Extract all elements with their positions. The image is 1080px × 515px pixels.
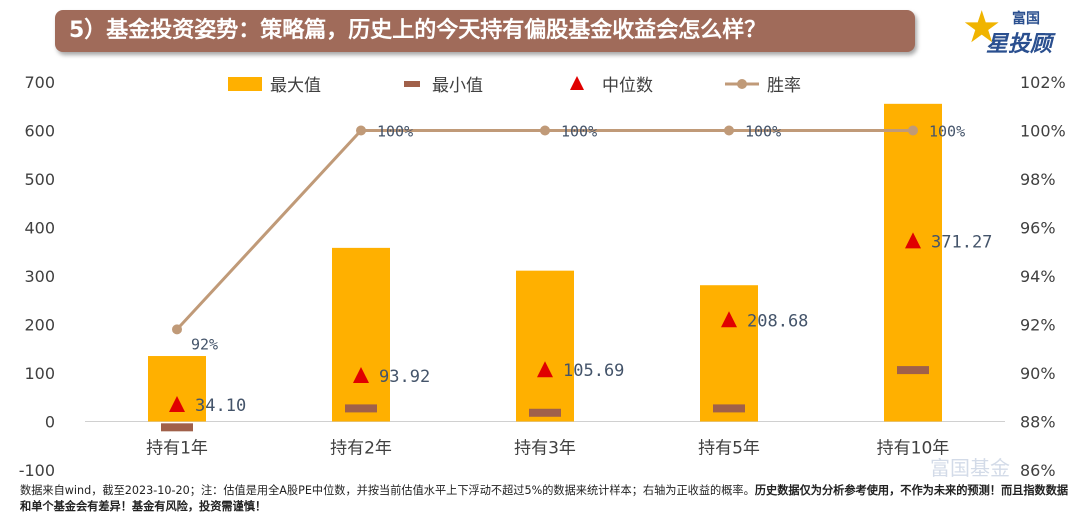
watermark: 富国基金 — [930, 456, 1010, 480]
win-rate-label: 100% — [561, 123, 597, 141]
median-marker — [905, 232, 921, 249]
category-label: 持有2年 — [330, 439, 392, 459]
win-rate-point — [540, 125, 550, 136]
win-rate-point — [172, 324, 182, 335]
left-tick-label: 300 — [24, 267, 55, 286]
right-tick-label: 90% — [1020, 364, 1056, 383]
left-tick-label: 200 — [24, 316, 55, 335]
star-icon: ★ — [962, 2, 1002, 53]
left-tick-label: -100 — [19, 461, 55, 480]
right-tick-label: 88% — [1020, 413, 1056, 432]
footnote: 数据来自wind，截至2023-10-20；注：估值是用全A股PE中位数，并按当… — [20, 483, 1070, 515]
win-rate-point — [724, 125, 734, 136]
legend-label: 最小值 — [432, 76, 483, 96]
win-rate-point — [356, 125, 366, 136]
right-tick-label: 86% — [1020, 461, 1056, 480]
min-marker — [345, 404, 377, 413]
left-tick-label: 700 — [24, 73, 55, 92]
median-markers: 34.10 93.92 105.69 208.68 371.27 — [169, 232, 992, 416]
footnote-normal: 数据来自wind，截至2023-10-20；注：估值是用全A股PE中位数，并按当… — [20, 484, 755, 497]
median-label: 34.10 — [195, 396, 246, 416]
legend-label: 中位数 — [602, 76, 653, 96]
legend-swatch-min — [404, 81, 420, 87]
left-tick-label: 0 — [45, 413, 55, 432]
legend-swatch-median — [570, 76, 584, 90]
left-tick-label: 400 — [24, 219, 55, 238]
legend-label: 胜率 — [767, 76, 801, 96]
win-rate-label: 92% — [191, 335, 218, 353]
category-label: 持有3年 — [514, 439, 576, 459]
right-tick-label: 94% — [1020, 267, 1056, 286]
median-label: 208.68 — [747, 311, 808, 331]
min-markers — [161, 366, 929, 432]
max-bar — [332, 247, 390, 422]
legend-swatch-max — [228, 77, 262, 91]
logo-line2: 星投顾 — [986, 32, 1053, 57]
brand-logo: ★ 富国 星投顾 — [962, 2, 1072, 58]
median-label: 93.92 — [379, 367, 430, 387]
right-tick-label: 96% — [1020, 219, 1056, 238]
left-tick-label: 600 — [24, 122, 55, 141]
left-axis: -100 0 100 200 300 400 500 600 700 — [19, 73, 1005, 480]
min-marker — [161, 423, 193, 432]
median-marker — [169, 395, 185, 412]
min-marker — [897, 366, 929, 375]
max-bars — [148, 103, 942, 422]
median-marker — [537, 361, 553, 378]
page-title: 5）基金投资姿势：策略篇，历史上的今天持有偏股基金收益会怎么样？ — [55, 10, 915, 52]
min-marker — [529, 408, 561, 417]
median-label: 105.69 — [563, 361, 624, 381]
left-tick-label: 500 — [24, 170, 55, 189]
logo-line1: 富国 — [1012, 11, 1040, 27]
min-marker — [713, 404, 745, 413]
median-marker — [353, 366, 369, 383]
right-tick-label: 98% — [1020, 170, 1056, 189]
left-tick-label: 100 — [24, 364, 55, 383]
win-rate-label: 100% — [745, 123, 781, 141]
max-bar — [516, 270, 574, 422]
win-rate-label: 100% — [929, 123, 965, 141]
category-label: 持有10年 — [877, 439, 950, 459]
win-rate-line: 92% 100% 100% 100% 100% — [172, 123, 965, 353]
right-tick-label: 102% — [1020, 73, 1066, 92]
median-label: 371.27 — [931, 232, 992, 252]
median-marker — [721, 311, 737, 328]
right-axis: 86% 88% 90% 92% 94% 96% 98% 100% 102% — [1020, 73, 1066, 480]
right-tick-label: 92% — [1020, 316, 1056, 335]
win-rate-label: 100% — [377, 123, 413, 141]
legend: 最大值 最小值 中位数 胜率 — [228, 76, 801, 96]
category-label: 持有1年 — [146, 439, 208, 459]
footnote-bold: 历史数据仅为分析参考使用，不作为未来的预测！而且指数数据和单个基金会有差异！基金… — [20, 484, 1069, 513]
category-label: 持有5年 — [698, 439, 760, 459]
category-labels: 持有1年 持有2年 持有3年 持有5年 持有10年 — [146, 439, 949, 459]
win-rate-point — [908, 125, 918, 136]
legend-label: 最大值 — [270, 76, 321, 96]
legend-swatch-win-dot — [737, 79, 747, 89]
right-tick-label: 100% — [1020, 122, 1066, 141]
max-bar — [700, 285, 758, 422]
